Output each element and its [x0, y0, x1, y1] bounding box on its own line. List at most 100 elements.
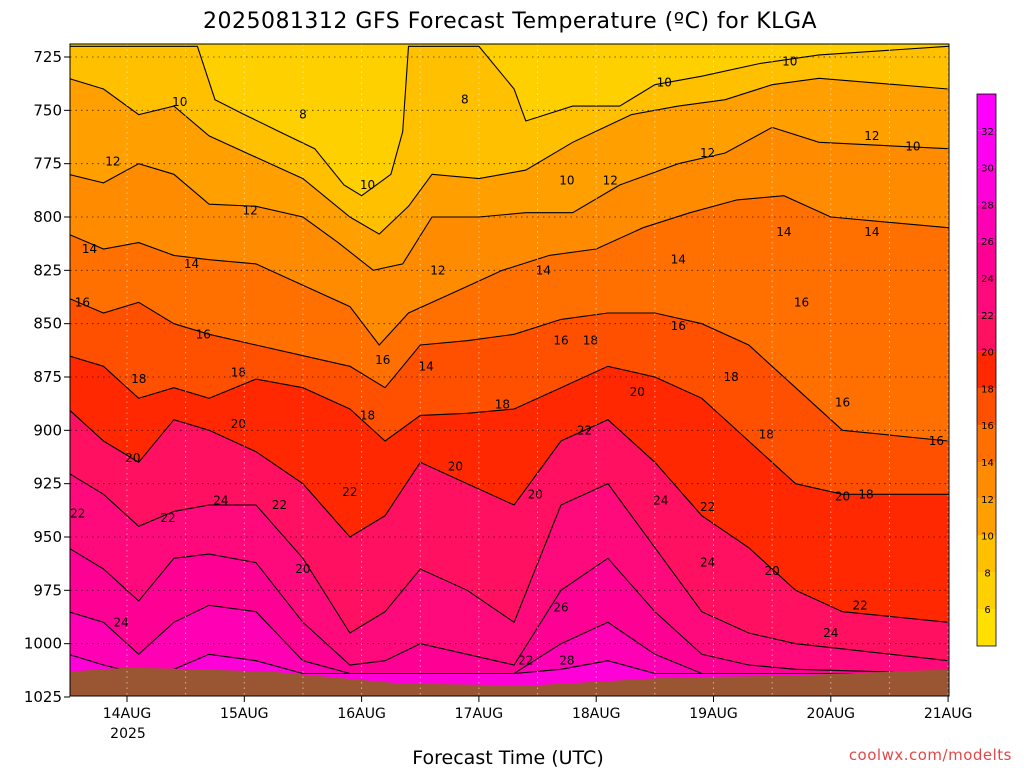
isotherm-line-8 — [70, 45, 949, 197]
colorbar-swatch — [977, 351, 996, 389]
colorbar-tick-label: 32 — [981, 127, 994, 138]
contour-label: 22 — [518, 654, 533, 668]
isotherm-line-10 — [70, 77, 949, 235]
contour-label: 12 — [864, 129, 879, 143]
colorbar-swatch — [977, 167, 996, 205]
contour-label: 16 — [835, 396, 850, 410]
colorbar-tick-label: 8 — [984, 568, 990, 579]
contour-label: 22 — [70, 507, 85, 521]
contour-label: 22 — [577, 423, 592, 437]
contour-label: 18 — [759, 428, 774, 442]
contour-label: 18 — [131, 372, 146, 386]
contour-label: 26 — [553, 600, 568, 614]
colorbar-frame — [976, 93, 997, 647]
contour-label: 24 — [113, 615, 128, 629]
contour-label: 24 — [213, 494, 228, 508]
colorbar-tick-label: 14 — [981, 458, 994, 469]
contour-label: 10 — [559, 174, 574, 188]
contour-label: 16 — [794, 295, 809, 309]
x-tick-label: 18AUG — [572, 706, 621, 722]
x-tick-label: 20AUG — [807, 706, 856, 722]
contour-label: 14 — [418, 359, 433, 373]
colorbar-swatch — [977, 94, 996, 131]
x-tick-label: 19AUG — [689, 706, 738, 722]
contour-label: 12 — [105, 155, 120, 169]
contour-label: 10 — [360, 178, 375, 192]
contour-label: 8 — [299, 108, 307, 122]
y-tick-label: 900 — [33, 421, 62, 439]
contour-label: 20 — [448, 460, 463, 474]
plot-frame — [69, 43, 950, 697]
contour-label: 20 — [295, 562, 310, 576]
isotherm-line-14 — [70, 195, 949, 346]
y-tick-label: 750 — [33, 101, 62, 119]
contour-label: 14 — [864, 225, 879, 239]
contour-label: 14 — [776, 225, 791, 239]
x-year-label: 2025 — [110, 726, 146, 742]
contour-label: 20 — [765, 564, 780, 578]
contour-label: 16 — [553, 334, 568, 348]
colorbar-tick-label: 22 — [981, 311, 994, 322]
y-tick-label: 1000 — [24, 635, 62, 653]
contour-label: 18 — [583, 334, 598, 348]
contour-label: 12 — [603, 174, 618, 188]
x-axis: 14AUG 15AUG 16AUG 17AUG 18AUG 19AUG 20AUG 21AUG — [103, 696, 973, 722]
contour-label: 10 — [172, 95, 187, 109]
contour-label: 22 — [342, 485, 357, 499]
contour-label: 22 — [700, 500, 715, 514]
y-tick-label: 725 — [33, 48, 62, 66]
x-tick-label: 17AUG — [455, 706, 504, 722]
y-tick-label: 1025 — [24, 688, 62, 706]
contour-label: 10 — [657, 76, 672, 90]
colorbar-swatch — [977, 241, 996, 278]
contour-label: 24 — [700, 556, 715, 570]
contour-label: 16 — [196, 327, 211, 341]
colorbar-tick-label: 30 — [981, 164, 994, 175]
contour-label: 20 — [528, 487, 543, 501]
contour-label: 8 — [461, 93, 469, 107]
colorbar-legend: 6 8 10 12 14 16 18 20 22 24 26 28 30 32 — [976, 93, 997, 647]
colorbar-swatch — [977, 498, 996, 536]
contour-label: 14 — [82, 242, 97, 256]
contour-label: 20 — [630, 385, 645, 399]
contour-label: 24 — [653, 494, 668, 508]
contour-label: 18 — [360, 408, 375, 422]
contour-label: 22 — [272, 498, 287, 512]
colorbar-tick-label: 26 — [981, 237, 994, 248]
y-tick-label: 975 — [33, 581, 62, 599]
contour-label: 20 — [125, 451, 140, 465]
isotherm-line-28 — [70, 653, 949, 675]
contour-label: 20 — [231, 417, 246, 431]
colorbar-tick-label: 16 — [981, 421, 994, 432]
x-axis-title: Forecast Time (UTC) — [412, 747, 603, 768]
contour-label: 22 — [852, 598, 867, 612]
ground-surface — [70, 667, 949, 696]
colorbar-swatch — [977, 609, 996, 646]
x-tick-label: 21AUG — [924, 706, 973, 722]
contour-label: 12 — [430, 263, 445, 277]
y-tick-label: 950 — [33, 528, 62, 546]
y-tick-label: 825 — [33, 261, 62, 279]
contour-label: 12 — [700, 146, 715, 160]
y-tick-label: 925 — [33, 475, 62, 493]
colorbar-tick-label: 12 — [981, 495, 994, 506]
contour-label: 14 — [671, 253, 686, 267]
contour-label: 10 — [905, 140, 920, 154]
colorbar-swatch — [977, 535, 996, 573]
contour-label: 16 — [671, 319, 686, 333]
colorbar-swatch — [977, 130, 996, 168]
contour-label: 18 — [231, 366, 246, 380]
contour-label: 12 — [243, 204, 258, 218]
colorbar-swatch — [977, 278, 996, 315]
contour-label: 16 — [75, 295, 90, 309]
contour-label: 14 — [184, 257, 199, 271]
contour-label: 16 — [375, 353, 390, 367]
x-tick-label: 15AUG — [220, 706, 269, 722]
credit-text[interactable]: coolwx.com/modelts — [849, 746, 1012, 764]
x-tick-label: 16AUG — [337, 706, 386, 722]
colorbar-swatch — [977, 314, 996, 352]
contour-label: 18 — [858, 487, 873, 501]
contour-label: 10 — [782, 54, 797, 68]
colorbar-tick-label: 6 — [984, 605, 990, 616]
